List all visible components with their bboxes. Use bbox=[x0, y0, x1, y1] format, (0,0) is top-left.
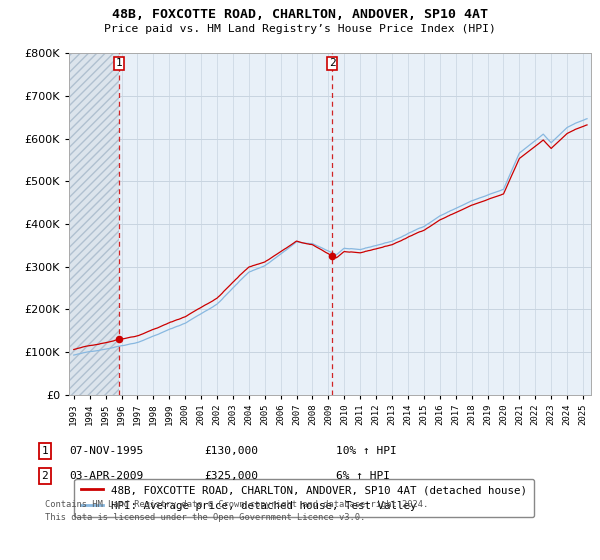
HPI: Average price, detached house, Test Valley: (2.01e+03, 3.41e+05): Average price, detached house, Test Vall… bbox=[321, 246, 328, 253]
Line: 48B, FOXCOTTE ROAD, CHARLTON, ANDOVER, SP10 4AT (detached house): 48B, FOXCOTTE ROAD, CHARLTON, ANDOVER, S… bbox=[74, 125, 587, 349]
Text: 2: 2 bbox=[41, 471, 49, 481]
Text: 2: 2 bbox=[329, 58, 336, 68]
48B, FOXCOTTE ROAD, CHARLTON, ANDOVER, SP10 4AT (detached house) bbox=[70, 346, 77, 353]
Text: 07-NOV-1995: 07-NOV-1995 bbox=[69, 446, 143, 456]
Text: £325,000: £325,000 bbox=[204, 471, 258, 481]
HPI: Average price, detached house, Test Valley: (2.03e+03, 6.47e+05): Average price, detached house, Test Vall… bbox=[583, 115, 590, 122]
Text: 10% ↑ HPI: 10% ↑ HPI bbox=[336, 446, 397, 456]
48B, FOXCOTTE ROAD, CHARLTON, ANDOVER, SP10 4AT (detached house) bbox=[194, 306, 201, 313]
Point bbox=[328, 251, 337, 260]
Text: 6% ↑ HPI: 6% ↑ HPI bbox=[336, 471, 390, 481]
Text: This data is licensed under the Open Government Licence v3.0.: This data is licensed under the Open Gov… bbox=[45, 513, 365, 522]
Point bbox=[115, 335, 124, 344]
48B, FOXCOTTE ROAD, CHARLTON, ANDOVER, SP10 4AT (detached house) bbox=[306, 241, 313, 248]
HPI: Average price, detached house, Test Valley: (2.01e+03, 3.44e+05): Average price, detached house, Test Vall… bbox=[318, 245, 325, 251]
Text: 03-APR-2009: 03-APR-2009 bbox=[69, 471, 143, 481]
48B, FOXCOTTE ROAD, CHARLTON, ANDOVER, SP10 4AT (detached house) bbox=[583, 122, 590, 128]
48B, FOXCOTTE ROAD, CHARLTON, ANDOVER, SP10 4AT (detached house) bbox=[536, 140, 543, 147]
Text: Contains HM Land Registry data © Crown copyright and database right 2024.: Contains HM Land Registry data © Crown c… bbox=[45, 500, 428, 509]
Legend: 48B, FOXCOTTE ROAD, CHARLTON, ANDOVER, SP10 4AT (detached house), HPI: Average p: 48B, FOXCOTTE ROAD, CHARLTON, ANDOVER, S… bbox=[74, 479, 534, 517]
HPI: Average price, detached house, Test Valley: (2e+03, 1.85e+05): Average price, detached house, Test Vall… bbox=[194, 312, 201, 319]
48B, FOXCOTTE ROAD, CHARLTON, ANDOVER, SP10 4AT (detached house) bbox=[321, 248, 328, 255]
HPI: Average price, detached house, Test Valley: (2.02e+03, 5.93e+05): Average price, detached house, Test Vall… bbox=[530, 138, 538, 145]
48B, FOXCOTTE ROAD, CHARLTON, ANDOVER, SP10 4AT (detached house) bbox=[530, 144, 538, 151]
HPI: Average price, detached house, Test Valley: (2.02e+03, 6.03e+05): Average price, detached house, Test Vall… bbox=[536, 134, 543, 141]
Bar bbox=[69, 53, 119, 395]
Text: 1: 1 bbox=[116, 58, 122, 68]
Line: HPI: Average price, detached house, Test Valley: HPI: Average price, detached house, Test… bbox=[74, 119, 587, 355]
Text: 48B, FOXCOTTE ROAD, CHARLTON, ANDOVER, SP10 4AT: 48B, FOXCOTTE ROAD, CHARLTON, ANDOVER, S… bbox=[112, 8, 488, 21]
48B, FOXCOTTE ROAD, CHARLTON, ANDOVER, SP10 4AT (detached house) bbox=[318, 246, 325, 253]
Text: Price paid vs. HM Land Registry’s House Price Index (HPI): Price paid vs. HM Land Registry’s House … bbox=[104, 24, 496, 34]
Text: £130,000: £130,000 bbox=[204, 446, 258, 456]
HPI: Average price, detached house, Test Valley: (2.01e+03, 3.54e+05): Average price, detached house, Test Vall… bbox=[306, 240, 313, 247]
Text: 1: 1 bbox=[41, 446, 49, 456]
HPI: Average price, detached house, Test Valley: (1.99e+03, 9.3e+04): Average price, detached house, Test Vall… bbox=[70, 352, 77, 358]
